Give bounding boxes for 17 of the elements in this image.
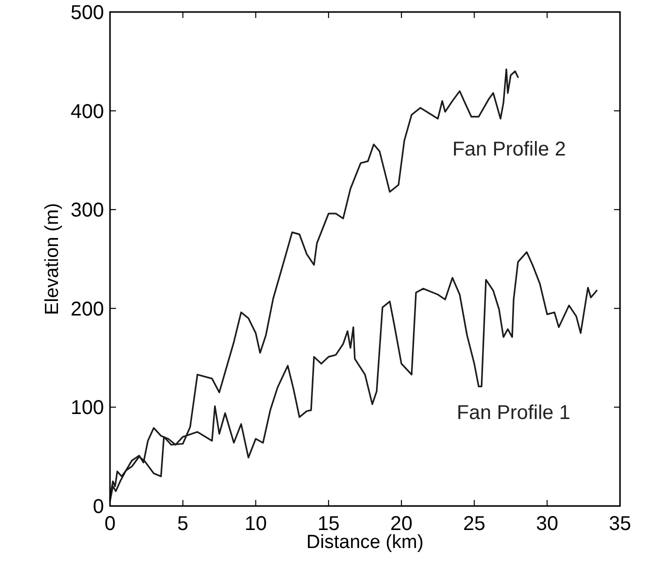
y-tick-label: 400: [70, 100, 104, 123]
x-axis-title: Distance (km): [306, 532, 424, 553]
x-tick-label: 35: [608, 513, 632, 535]
x-tick-label: 15: [317, 513, 340, 535]
y-tick-label: 200: [70, 298, 104, 320]
x-tick-label: 25: [463, 513, 486, 535]
y-tick-label: 500: [70, 2, 104, 24]
y-tick-label: 0: [92, 496, 104, 518]
series-label: Fan Profile 2: [452, 138, 566, 160]
y-axis-title: Elevation (m): [42, 203, 63, 315]
y-tick-label: 100: [70, 397, 104, 420]
x-tick-label: 5: [177, 513, 188, 535]
x-tick-label: 30: [536, 513, 558, 535]
x-tick-label: 20: [390, 513, 413, 535]
y-tick-label: 300: [70, 200, 104, 222]
x-tick-label: 10: [244, 513, 267, 535]
series-label: Fan Profile 1: [456, 402, 570, 424]
